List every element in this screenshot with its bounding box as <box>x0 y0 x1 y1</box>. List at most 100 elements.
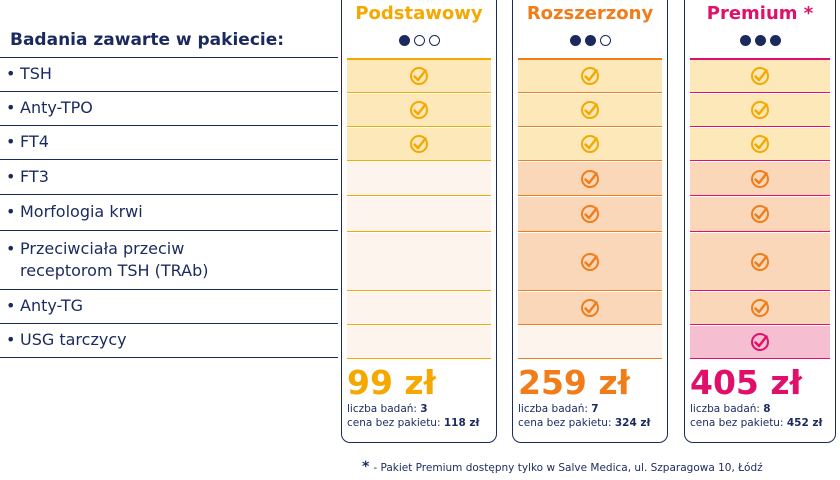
cell-divider <box>518 92 662 93</box>
test-count: liczba badań: 3 <box>347 403 428 416</box>
cell-divider <box>347 195 491 196</box>
cell-divider <box>347 231 491 232</box>
package-cell <box>518 326 662 358</box>
test-row-label: • TSH <box>6 63 52 85</box>
price-without-package: cena bez pakietu: 118 zł <box>347 417 479 430</box>
check-icon <box>751 101 769 119</box>
check-icon <box>581 169 599 188</box>
test-count: liczba badań: 7 <box>518 403 599 416</box>
test-name: FT4 <box>20 132 49 151</box>
cell-divider <box>690 126 830 127</box>
level-dot-icon <box>413 35 425 46</box>
test-row-label: • FT3 <box>6 166 49 188</box>
price-without-package: cena bez pakietu: 452 zł <box>690 417 822 430</box>
header-underline <box>347 58 491 60</box>
cell-divider <box>518 126 662 127</box>
test-row-label: • Przeciwciała przeciw receptorom TSH (TRA… <box>6 238 209 282</box>
footnote-star: * <box>362 459 370 475</box>
level-dot-icon <box>754 35 766 46</box>
level-dot-icon <box>769 35 781 46</box>
package-cell <box>690 326 830 358</box>
noprice-value: 118 zł <box>443 417 480 429</box>
row-divider <box>0 289 338 290</box>
cell-divider <box>690 358 830 359</box>
cell-divider <box>690 160 830 161</box>
package-cell <box>690 94 830 126</box>
cell-divider <box>347 358 491 359</box>
package-cell <box>518 60 662 92</box>
package-cell <box>347 128 491 160</box>
test-count-value: 3 <box>420 403 428 415</box>
row-divider <box>0 357 338 358</box>
cell-divider <box>518 160 662 161</box>
check-icon <box>581 205 599 223</box>
cell-divider <box>518 324 662 325</box>
check-icon <box>751 252 769 271</box>
test-count-label: liczba badań: <box>690 403 760 415</box>
package-level-indicator <box>513 31 667 50</box>
check-icon <box>410 101 428 119</box>
package-cell <box>347 94 491 126</box>
test-name: Anty-TG <box>20 296 84 315</box>
noprice-label: cena bez pakietu: <box>690 417 784 429</box>
header-label: Badania zawarte w pakiecie: <box>10 30 285 50</box>
test-name: Anty-TPO <box>20 98 93 117</box>
noprice-label: cena bez pakietu: <box>347 417 441 429</box>
level-dot-icon <box>428 35 440 46</box>
noprice-value: 324 zł <box>614 417 651 429</box>
test-name: receptorom TSH (TRAb) <box>20 260 209 280</box>
header-underline <box>518 58 662 60</box>
footnote: * - Pakiet Premium dostępny tylko w Salve… <box>362 459 763 475</box>
bullet-icon: • <box>6 132 16 151</box>
package-price: 405 zł <box>690 363 802 402</box>
package-price: 259 zł <box>518 363 630 402</box>
test-count: liczba badań: 8 <box>690 403 771 416</box>
test-count-value: 7 <box>591 403 599 415</box>
package-column-3: Premium * 405 zł liczba badań: 8 cena bez p… <box>684 0 836 443</box>
check-icon <box>751 333 769 351</box>
cell-divider <box>347 126 491 127</box>
level-dot-icon <box>739 35 751 46</box>
cell-divider <box>690 195 830 196</box>
test-name: FT3 <box>20 166 49 186</box>
noprice-value: 452 zł <box>786 417 823 429</box>
bullet-icon: • <box>6 238 16 258</box>
package-cell <box>518 94 662 126</box>
cell-divider <box>347 290 491 291</box>
test-row-label: • Anty-TG <box>6 295 83 317</box>
noprice-label: cena bez pakietu: <box>518 417 612 429</box>
level-dot-icon <box>398 35 410 46</box>
row-divider <box>0 91 338 92</box>
package-level-indicator <box>342 31 496 50</box>
row-divider <box>0 125 338 126</box>
package-column-1: Podstawowy 99 zł liczba badań: 3 cena bez p… <box>341 0 497 443</box>
check-icon <box>410 67 428 85</box>
check-icon <box>581 252 599 271</box>
check-icon <box>751 299 769 317</box>
check-icon <box>581 299 599 317</box>
test-row-label: • Morfologia krwi <box>6 201 143 223</box>
cell-divider <box>690 324 830 325</box>
test-row-label: • USG tarczycy <box>6 329 127 351</box>
test-count-label: liczba badań: <box>518 403 588 415</box>
header-underline <box>690 58 830 60</box>
package-cell <box>347 292 491 324</box>
row-divider <box>0 194 338 195</box>
package-name: Rozszerzony <box>526 3 654 24</box>
row-divider <box>0 57 338 58</box>
test-name: TSH <box>20 64 52 83</box>
check-icon <box>751 169 769 188</box>
test-name: Przeciwciała przeciw <box>20 238 185 258</box>
package-cell <box>347 326 491 358</box>
cell-divider <box>518 231 662 232</box>
footnote-text: - Pakiet Premium dostępny tylko w Salve … <box>373 462 763 474</box>
package-cell <box>347 60 491 92</box>
package-cell <box>690 197 830 231</box>
level-dot-icon <box>599 35 611 46</box>
test-name: Morfologia krwi <box>20 202 143 221</box>
cell-divider <box>347 324 491 325</box>
row-divider <box>0 323 338 324</box>
package-price: 99 zł <box>347 363 436 402</box>
check-icon <box>751 67 769 85</box>
bullet-icon: • <box>6 296 16 315</box>
